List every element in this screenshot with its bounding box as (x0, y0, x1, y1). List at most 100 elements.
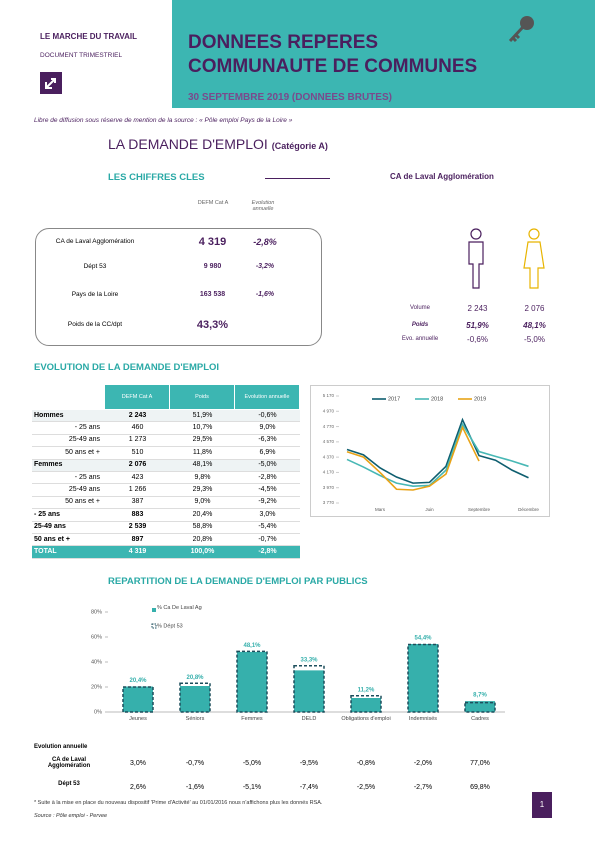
value-label: 20,8% (186, 675, 204, 681)
section-title-text: LA DEMANDE D'EMPLOI (108, 136, 268, 152)
row-bg (32, 422, 300, 435)
page-number: 1 (532, 792, 552, 818)
col-head: DEFM Cat A (197, 200, 229, 206)
row-bg (32, 447, 300, 460)
x-label-box: DELD (301, 716, 317, 722)
x-tick-label: Femmes (241, 716, 263, 722)
row-bg (32, 484, 300, 497)
row-bg (32, 472, 300, 485)
gender-label: Evo. annuelle (401, 336, 439, 342)
key-evolution: -2,8% (253, 237, 277, 247)
row-value: -5,0% (258, 461, 277, 469)
row-value: 10,7% (192, 423, 213, 431)
row-bg (32, 459, 300, 472)
legend-swatch (151, 623, 157, 629)
key-icon (508, 16, 534, 43)
footnote: * Suite à la mise en place du nouveau di… (34, 800, 323, 806)
x-tick-label: Jeunes (129, 716, 147, 722)
col-head: Evolution annuelle (251, 200, 275, 212)
bar (408, 644, 438, 712)
annual-value: 2,6% (130, 784, 146, 791)
annual-value: 77,0% (470, 760, 490, 767)
bar-outline (236, 650, 268, 713)
key-value: 43,3% (196, 319, 229, 331)
gender-men: -0,6% (467, 335, 488, 344)
table-head: DEFM Cat A (105, 385, 170, 409)
y-tick-label: 60% (91, 634, 102, 640)
row-label: - 25 ans (74, 423, 100, 431)
y-tick-label: 4 770 (323, 424, 335, 429)
row-value: 29,3% (192, 485, 213, 493)
bar (465, 701, 495, 712)
key-box (35, 228, 322, 346)
y-tick-label: 3 770 (323, 500, 335, 505)
left-title: LE MARCHE DU TRAVAIL (40, 32, 138, 41)
legend-label: % Dépt 53 (157, 623, 183, 629)
x-tick-label: Séniors (185, 716, 205, 722)
row-value: 29,5% (192, 436, 213, 444)
row-value: 11,8% (192, 448, 213, 456)
icon (40, 72, 62, 94)
row-value: -0,6% (258, 411, 277, 419)
annual-value: -5,1% (242, 784, 262, 791)
row-value: 510 (131, 448, 144, 456)
value-label: 54,4% (414, 636, 432, 642)
key-label: CA de Laval Agglomération (55, 238, 135, 245)
row-label: Femmes (34, 461, 63, 469)
annual-value: -7,4% (299, 784, 319, 791)
notice: Libre de diffusion sous réserve de menti… (34, 117, 293, 124)
value-label: 11,2% (358, 687, 375, 693)
gender-label: Volume (409, 305, 430, 311)
row-bg (32, 497, 300, 510)
row-label: 25-49 ans (68, 485, 100, 493)
x-tick-label: Juin (425, 507, 434, 512)
key-label: Pays de la Loire (71, 291, 119, 298)
value-label: 20,4% (129, 678, 147, 684)
row-value: 2 539 (128, 523, 147, 531)
x-label-box: Jeunes (129, 716, 147, 722)
row-label: TOTAL (34, 547, 57, 555)
legend-label: 2017 (388, 396, 400, 402)
row-value: 460 (131, 423, 144, 431)
row-value: 9,8% (194, 473, 211, 481)
gender-title: CA de Laval Agglomération (390, 172, 494, 181)
gender-label: Poids (411, 322, 429, 328)
y-tick-label: 4 370 (323, 454, 335, 459)
gender-women: 48,1% (523, 321, 546, 330)
row-value: 100,0% (190, 547, 215, 555)
row-value: 1 273 (128, 436, 147, 444)
x-tick-label: Décembre (518, 507, 539, 512)
bar (294, 670, 324, 712)
row-value: 9,0% (259, 423, 276, 431)
left-subtitle: DOCUMENT TRIMESTRIEL (40, 52, 123, 59)
key-value: 163 538 (199, 291, 226, 298)
row-bg (32, 546, 300, 559)
x-tick-label: DELD (301, 716, 317, 722)
row-value: 51,9% (192, 411, 213, 419)
row-bg (32, 509, 300, 522)
row-value: -6,3% (258, 436, 277, 444)
line (346, 425, 480, 491)
gender-men: 2 243 (467, 304, 488, 313)
x-label-box: Séniors (185, 716, 205, 722)
y-tick-label: 4 970 (323, 408, 335, 413)
table-head: Poids (170, 385, 235, 409)
x-tick-label: Indemnisés (408, 716, 438, 722)
row-label: 25-49 ans (68, 436, 100, 444)
row-bg (32, 435, 300, 448)
annual-value: -0,7% (185, 760, 205, 767)
legend-label: % Ca De Laval Agglomération (157, 605, 202, 611)
source: Source : Pôle emploi - Pervee (34, 813, 108, 819)
row-value: -0,7% (258, 535, 277, 543)
row-label: - 25 ans (34, 510, 61, 518)
row-value: -2,8% (258, 473, 277, 481)
key-title: LES CHIFFRES CLES (108, 172, 205, 183)
annual-title: Evolution annuelle (34, 744, 88, 750)
value-label: 8,7% (473, 693, 487, 699)
row-value: 48,1% (192, 461, 213, 469)
row-value: 20,8% (192, 535, 213, 543)
y-tick-label: 5 170 (323, 393, 335, 398)
annual-value: -5,0% (242, 760, 262, 767)
row-bg (32, 410, 300, 423)
